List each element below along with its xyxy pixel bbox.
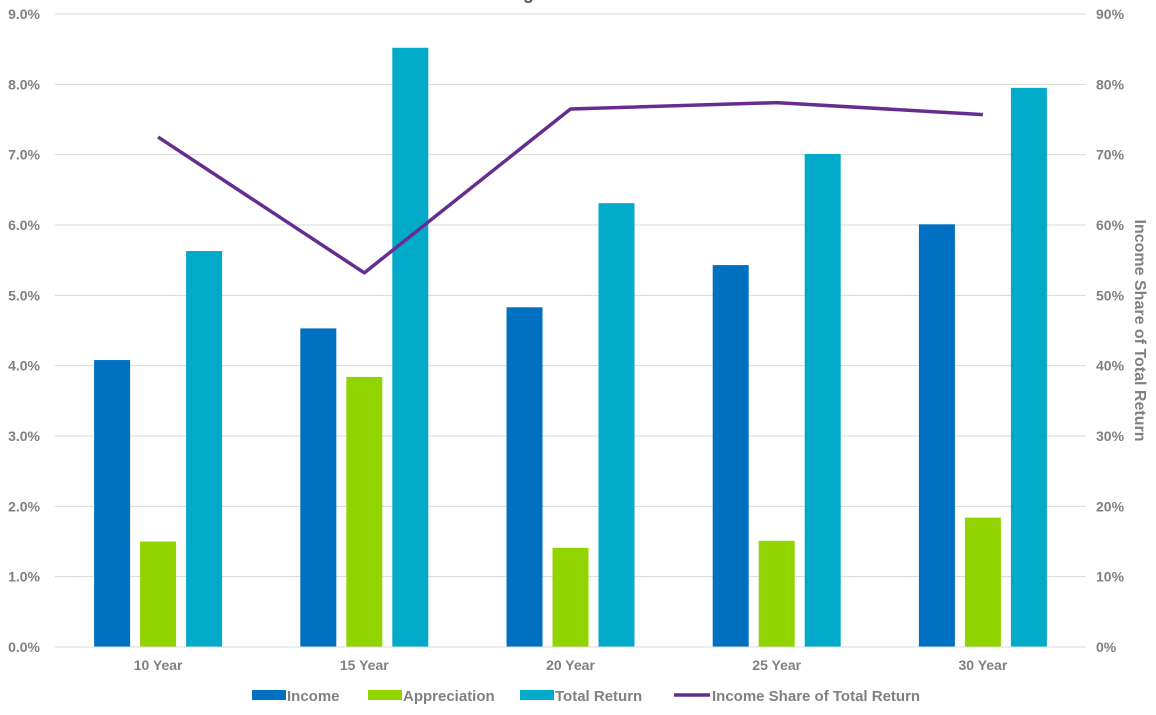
bar-income <box>712 265 749 647</box>
legend-swatch <box>252 690 286 700</box>
bar-total-return <box>598 203 635 648</box>
right-axis-tick-label: 50% <box>1096 287 1125 303</box>
left-axis-tick-label: 3.0% <box>8 428 40 444</box>
x-axis-tick-label: 15 Year <box>340 657 389 673</box>
legend-swatch <box>520 690 554 700</box>
left-axis-tick-label: 7.0% <box>8 147 40 163</box>
bar-appreciation <box>552 547 589 647</box>
bar-total-return <box>804 153 841 648</box>
x-axis-tick-label: 25 Year <box>752 657 801 673</box>
right-axis-tick-label: 80% <box>1096 76 1125 92</box>
bar-total-return <box>392 47 429 647</box>
chart-title: Average Annual Returns <box>474 0 683 3</box>
right-axis-tick-label: 0% <box>1096 639 1117 655</box>
bar-total-return <box>186 251 223 648</box>
legend-item: Income <box>252 688 340 705</box>
right-axis-tick-label: 90% <box>1096 6 1125 22</box>
legend-item: Income Share of Total Return <box>674 688 920 705</box>
left-axis-tick-label: 5.0% <box>8 287 40 303</box>
right-axis-title: Income Share of Total Return <box>1131 220 1148 442</box>
x-axis-tick-label: 30 Year <box>959 657 1008 673</box>
left-axis-tick-label: 9.0% <box>8 6 40 22</box>
legend-label: Total Return <box>555 688 642 705</box>
left-axis-tick-label: 0.0% <box>8 639 40 655</box>
bar-appreciation <box>140 541 177 647</box>
left-axis-tick-label: 6.0% <box>8 217 40 233</box>
legend-item: Total Return <box>520 688 642 705</box>
legend-label: Appreciation <box>403 688 495 705</box>
legend-item: Appreciation <box>368 688 495 705</box>
line-series <box>157 100 984 275</box>
bar-series <box>94 47 1047 648</box>
right-axis-tick-label: 30% <box>1096 428 1125 444</box>
left-axis-tick-label: 8.0% <box>8 76 40 92</box>
bar-total-return <box>1010 87 1047 648</box>
legend-swatch <box>368 690 402 700</box>
right-axis-tick-label: 10% <box>1096 569 1125 585</box>
bar-income <box>506 307 543 647</box>
right-axis-tick-label: 70% <box>1096 147 1125 163</box>
bar-income <box>918 224 955 647</box>
bar-appreciation <box>758 540 795 647</box>
bar-appreciation <box>964 517 1001 647</box>
legend-label: Income Share of Total Return <box>712 688 920 705</box>
right-axis-tick-label: 40% <box>1096 358 1125 374</box>
x-axis-tick-label: 10 Year <box>134 657 183 673</box>
right-axis-tick-label: 20% <box>1096 498 1125 514</box>
left-axis-tick-label: 4.0% <box>8 358 40 374</box>
bar-appreciation <box>346 376 383 647</box>
line-income-share-of-total-return <box>157 100 984 275</box>
left-axis-tick-label: 2.0% <box>8 498 40 514</box>
bar-income <box>300 328 337 647</box>
x-axis-tick-label: 20 Year <box>546 657 595 673</box>
right-axis-tick-label: 60% <box>1096 217 1125 233</box>
bar-income <box>94 360 131 647</box>
legend: Income Appreciation Total Return Income Sha… <box>252 688 920 705</box>
left-axis-tick-label: 1.0% <box>8 569 40 585</box>
axes: 0.0% 1.0% 2.0% 3.0% 4.0% 5.0% 6.0% 7.0% 8.0% 9.0%… <box>8 6 1148 673</box>
legend-label: Income <box>287 688 340 705</box>
gridlines <box>55 13 1086 578</box>
